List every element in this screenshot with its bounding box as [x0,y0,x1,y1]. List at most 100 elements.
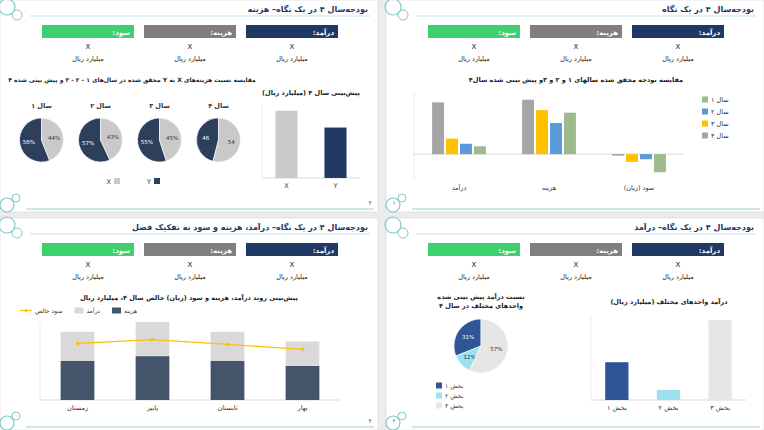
bar [640,154,652,159]
legend-swatch [702,133,708,139]
kpi-unit: میلیارد ریال [458,273,489,281]
slice [470,319,508,373]
slide-title: بودجه‌سال ۴ در یک نگاه– هزینه [248,4,368,14]
legend-swatch [24,309,27,312]
bar [522,100,534,154]
legend-swatch [436,393,442,399]
kpi-value: X [86,261,91,269]
kpi-value: X [290,43,295,51]
decoration [386,416,400,430]
kpi-unit: میلیارد ریال [560,273,591,281]
category-label: بخش ۲ [659,404,679,412]
chart: مقایسه بودجه محقق شده سالهای ۱ و ۲ و ۳و … [414,76,729,192]
chart-title: درآمد واحدهای مختلف (میلیارد ریال) [610,297,728,306]
kpi-box [246,25,338,38]
kpi-label: هزینه: [210,29,232,37]
decoration [12,412,20,420]
decoration [12,194,20,202]
page-number: ۳ [368,199,372,206]
decoration [398,10,408,20]
category-label: هزینه [542,184,557,192]
decoration [398,412,406,420]
slice [160,118,182,161]
bars [605,320,732,400]
kpi-label: سود: [112,247,130,255]
kpi-box [428,243,520,256]
kpi-box [144,25,236,38]
kpi-value: X [472,261,477,269]
page-number: ۴ [368,417,371,424]
kpi-box [42,243,134,256]
bar [626,154,638,162]
bar-segment [136,322,170,356]
kpi-box [632,25,724,38]
stage: بودجه‌سال ۴ در یک نگاه– هزینه درآمد: X میلی… [0,0,764,430]
legend-swatch [154,178,160,184]
decoration [0,416,14,430]
kpi-unit: میلیارد ریال [174,273,205,281]
bars [432,100,666,172]
bar-segment [211,361,245,400]
bar [446,139,458,155]
bar-segment [61,361,95,400]
legend-swatch [702,121,708,127]
decoration [26,208,374,210]
kpi-label: سود: [498,247,516,255]
bar-segment [211,332,245,361]
kpi-unit: میلیارد ریال [560,55,591,63]
data-label: 57% [82,140,94,146]
pie-title: سال ۱ [31,102,52,110]
bar-segment [286,366,320,400]
kpi-value: X [290,261,295,269]
axis-line [262,104,263,178]
decoration [0,198,14,212]
pie-title: سال ۴ [208,102,229,110]
decoration [386,198,400,212]
title-line: واحدهای مختلف در سال ۴ [439,302,523,310]
axis-line [591,316,592,400]
legend-swatch [114,178,120,184]
category-label: بخش ۱ [607,404,627,412]
bar [657,390,680,400]
legend-label: Y [146,178,151,186]
kpi-label: سود: [498,29,516,37]
kpi-box [42,25,134,38]
bar [324,128,346,178]
chart-title: مقایسه نسبت هزینه‌های X به Y محقق شده در… [8,76,256,84]
legend-label: سال ۲ [711,108,729,116]
legend-label: بخش ۱ [445,382,464,390]
pie-title: سال ۲ [90,102,111,110]
kpi-unit: میلیارد ریال [662,55,693,63]
axis-line [414,92,415,180]
kpi-label: درآمد: [313,28,335,37]
kpi-unit: میلیارد ریال [72,55,103,63]
data-label: 57% [490,346,502,352]
kpi-label: هزینه: [596,247,618,255]
data-label: 31% [462,334,474,340]
legend-label: بخش ۳ [445,402,464,410]
kpi-value: X [676,43,681,51]
category-label: پاییز [146,404,158,412]
kpi-box [246,243,338,256]
page-background [0,0,764,430]
decoration [398,194,406,202]
page-number: ۱ [392,199,395,206]
chart: نسبت درآمد پیش بینی شدهواحدهای مختلف در … [436,292,525,410]
kpi-label: هزینه: [210,247,232,255]
legend-label: بخش ۲ [445,392,464,400]
bar-segment [136,356,170,400]
kpi-unit: میلیارد ریال [458,55,489,63]
header-line [416,234,756,235]
slide: بودجه‌سال ۴ در یک نگاه– هزینه درآمد: X میلی… [0,0,378,212]
category-label: بهار [297,404,308,412]
kpi-value: X [472,43,477,51]
chart: درآمد واحدهای مختلف (میلیارد ریال) بخش ۱ ب… [591,297,746,412]
data-label: 54 [228,139,235,145]
legend-label: هزینه [124,307,137,315]
legend-label: سود خالص [35,307,62,315]
slide: بودجه‌سال ۴ در یک نگاهدرآمد:Xمیلیارد ریا… [385,0,764,212]
data-label: 45% [166,135,178,141]
kpi-value: X [574,261,579,269]
pie-title: سال ۳ [149,102,170,110]
kpi-value: X [86,43,91,51]
